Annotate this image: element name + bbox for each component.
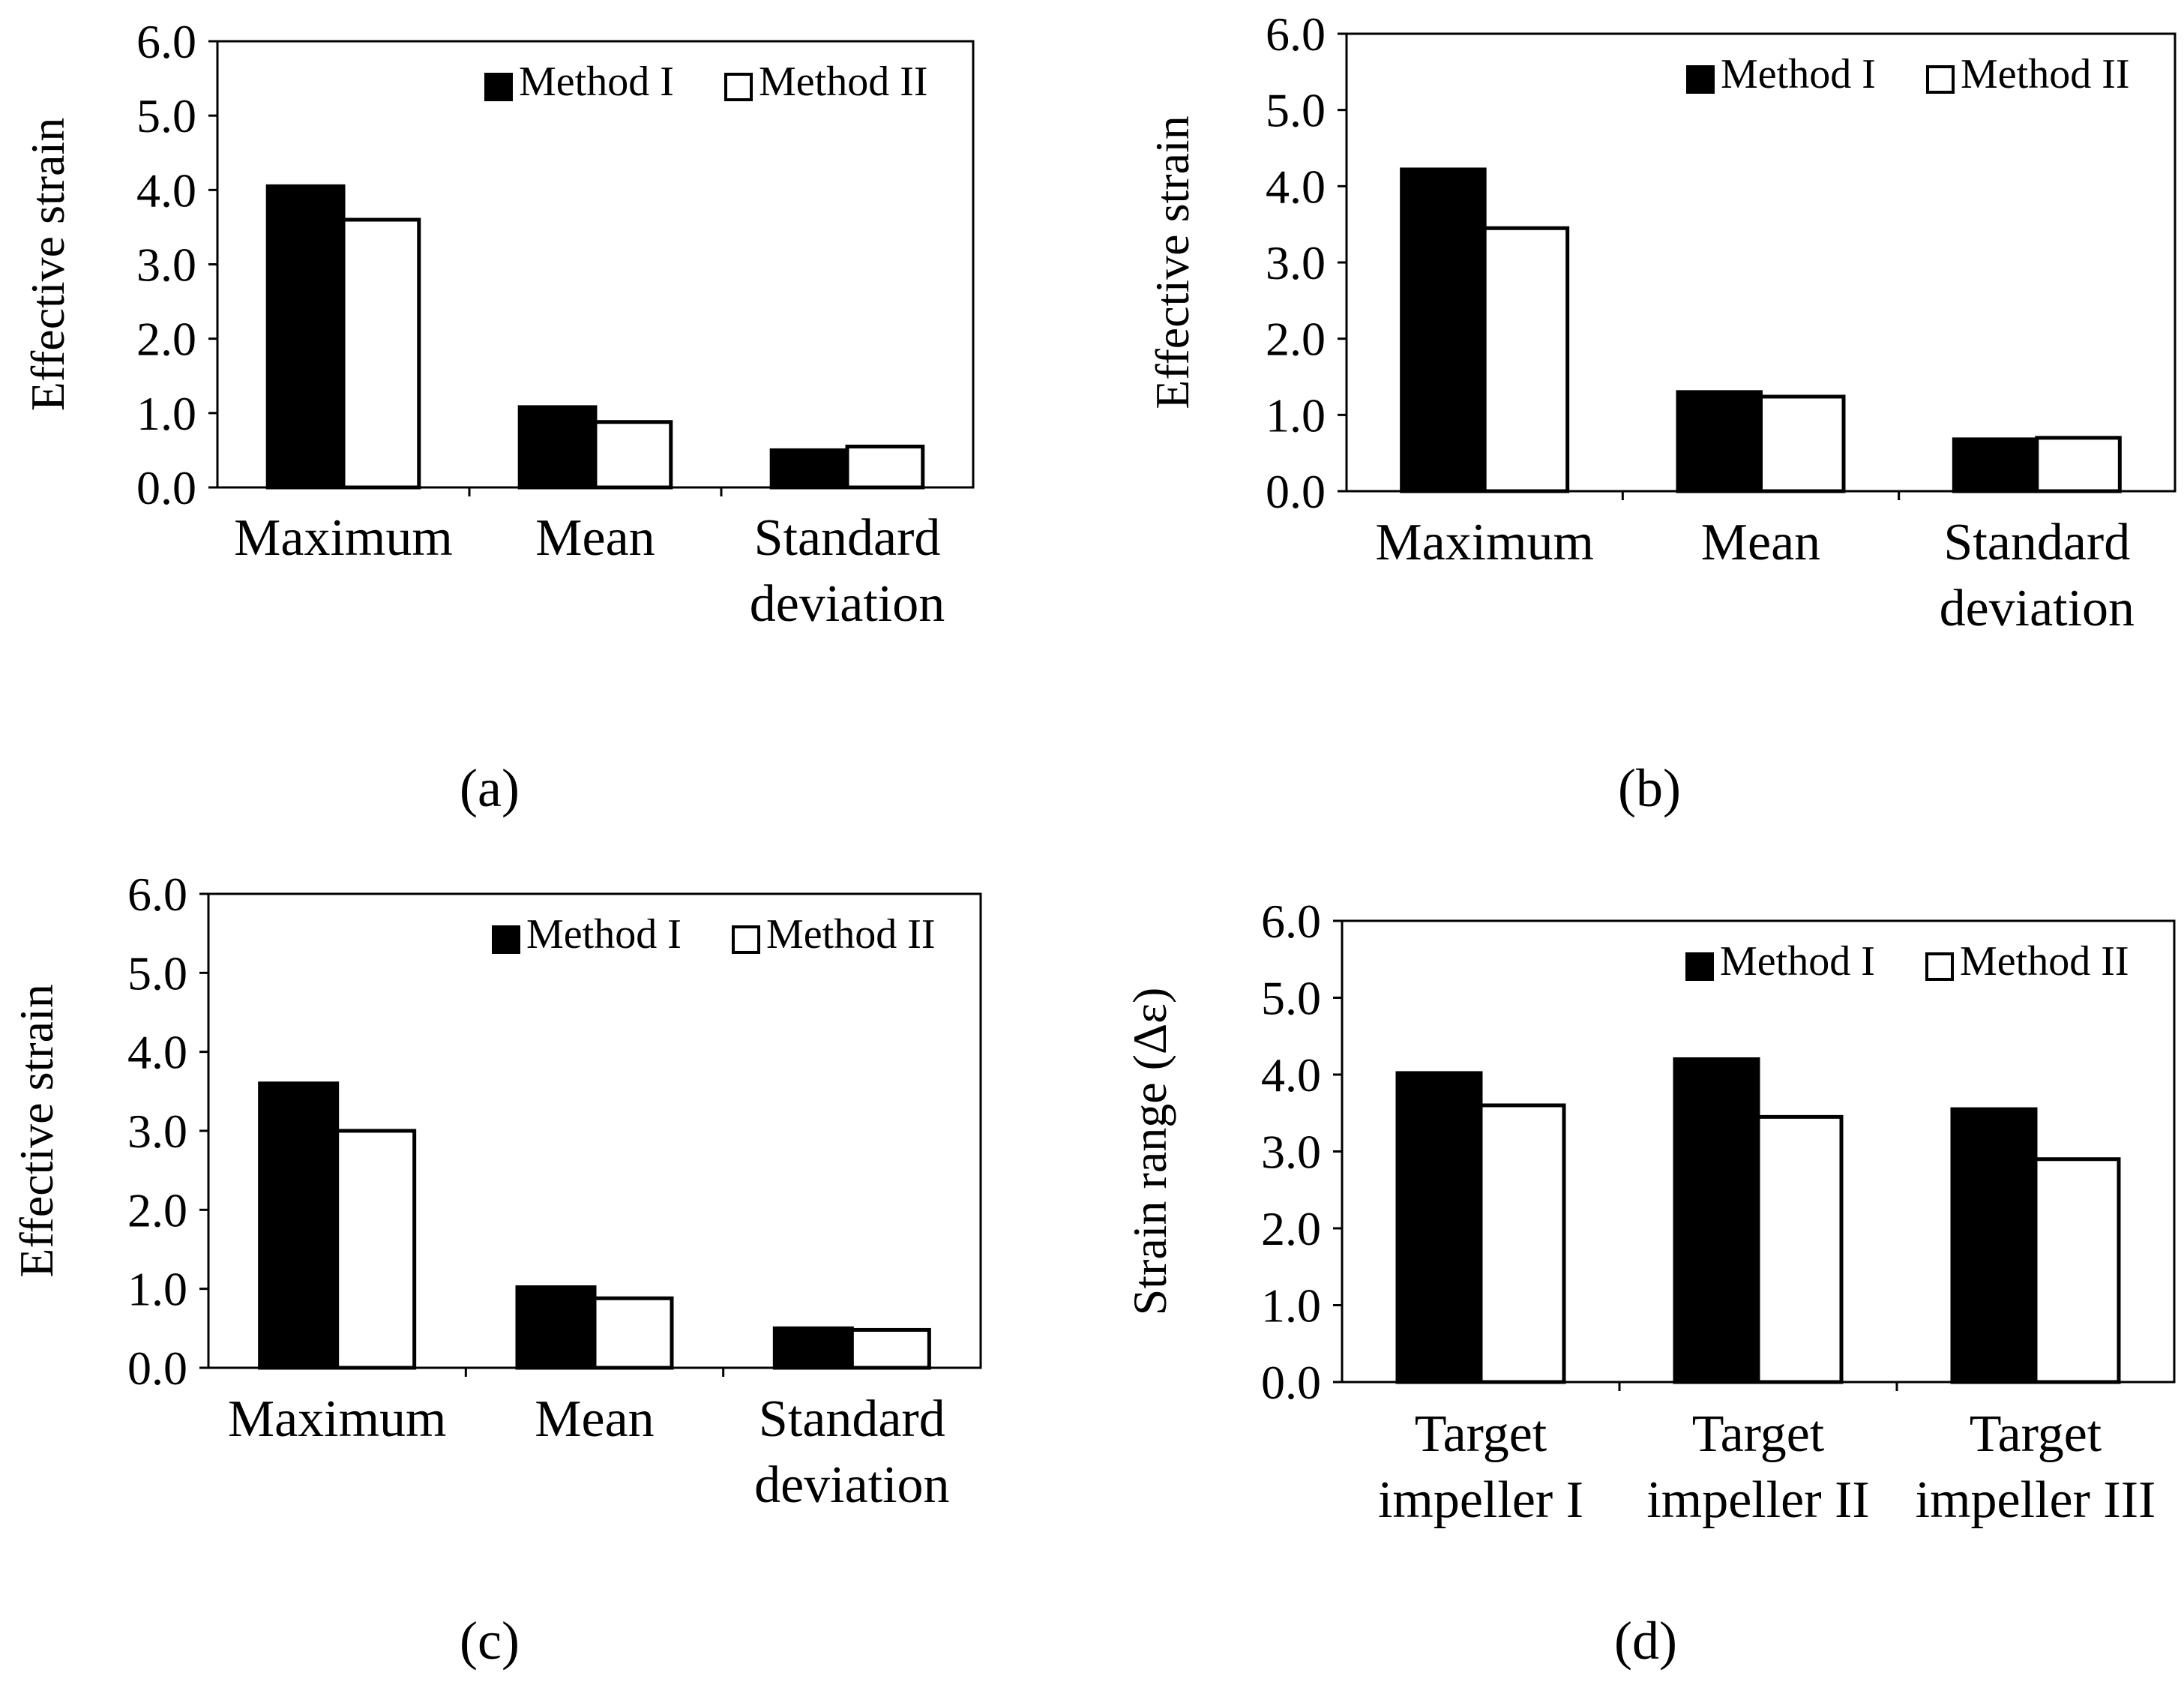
y-tick-label: 2.0 [1266,313,1326,366]
bar-method-ii [341,217,421,490]
bar-method-i [772,1326,854,1370]
legend-swatch-method-ii [1925,952,1954,981]
x-category-label: Maximum [234,509,453,567]
bar-method-ii [2035,436,2122,493]
bar-method-i [265,184,346,490]
legend-swatch-method-i [1685,952,1714,981]
bar-method-ii [1482,226,1570,493]
y-tick-label: 5.0 [1266,84,1326,137]
y-tick-label: 1.0 [136,387,196,440]
y-tick-label: 0.0 [1266,465,1326,518]
panel-label: (b) [1618,758,1681,818]
bar-method-i [1673,1057,1760,1384]
legend-label-method-i: Method I [519,58,674,105]
bar-method-i [769,448,849,490]
legend-label-method-i: Method I [1721,51,1876,97]
panel-label: (a) [460,758,520,818]
y-tick-label: 6.0 [136,15,196,68]
y-axis-title: Effective strain [10,984,63,1278]
chart-panel-d: 0.0 1.0 2.0 3.0 4.0 5.0 6.0 Target impeller I Tar… [1123,895,2176,1671]
y-axis-title: Strain range (Δε) [1123,988,1176,1316]
y-tick-label: 0.0 [1261,1356,1321,1409]
y-tick-label: 1.0 [1266,388,1326,442]
x-category-label: Mean [535,509,655,567]
y-tick-label: 3.0 [1266,236,1326,289]
x-category-label: Standard [754,509,941,567]
bar-method-i [258,1081,340,1370]
x-category-label: Mean [1701,514,1820,571]
bar-method-i [1676,390,1763,493]
chart-panel-b: 0.0 1.0 2.0 3.0 4.0 5.0 6.0 Maximum Mean Standard… [1146,7,2177,818]
y-tick-label: 1.0 [1261,1279,1321,1333]
y-tick-label: 2.0 [1261,1202,1321,1255]
bar-method-ii [592,1296,674,1370]
legend-swatch-method-ii [732,925,760,954]
bar-method-i [1950,1107,2038,1384]
y-tick-label: 4.0 [1261,1048,1321,1102]
y-tick-label: 5.0 [1261,972,1321,1025]
bar-method-i [1952,437,2039,493]
panel-label: (d) [1614,1611,1677,1671]
legend-swatch-method-i [484,73,513,101]
x-category-label: impeller III [1916,1471,2156,1529]
y-tick-label: 4.0 [1266,160,1326,213]
bar-method-ii [1478,1103,1566,1384]
y-tick-label: 6.0 [1266,7,1326,61]
bar-method-ii [849,1327,931,1370]
x-category-label: deviation [754,1456,949,1514]
legend-label-method-ii: Method II [759,58,928,105]
chart-panel-c: 0.0 1.0 2.0 3.0 4.0 5.0 6.0 Maximum Mean Standard… [10,868,982,1671]
x-category-label: Target [1692,1405,1825,1463]
x-category-label: Target [1415,1405,1547,1463]
bar-method-ii [1756,1114,1844,1384]
legend-swatch-method-ii [1926,65,1955,94]
bar-method-ii [593,420,673,490]
legend-swatch-method-i [1686,65,1715,94]
x-category-label: Maximum [228,1390,447,1448]
y-tick-label: 3.0 [1261,1126,1321,1179]
y-tick-label: 5.0 [136,89,196,142]
bar-method-ii [2033,1157,2121,1384]
y-tick-label: 3.0 [136,238,196,292]
legend-label-method-ii: Method II [1961,51,2130,97]
x-category-label: Maximum [1375,514,1594,571]
x-category-label: deviation [750,575,945,633]
x-category-label: Standard [1943,514,2130,571]
y-tick-label: 4.0 [127,1026,187,1079]
bar-method-i [1395,1071,1483,1384]
bar-method-ii [845,444,925,490]
x-category-label: Mean [535,1390,654,1448]
y-tick-label: 1.0 [127,1263,187,1316]
y-tick-label: 2.0 [136,313,196,366]
legend-swatch-method-i [492,925,520,954]
legend-label-method-i: Method I [526,911,682,958]
bar-method-ii [335,1129,417,1370]
y-axis-title: Effective strain [21,118,74,412]
y-tick-label: 5.0 [127,946,187,1000]
legend-label-method-ii: Method II [1960,938,2129,985]
bar-method-ii [1759,394,1846,493]
y-axis-title: Effective strain [1146,115,1199,409]
chart-panel-a: 0.0 1.0 2.0 3.0 4.0 5.0 6.0 Maximum Mean Standard… [21,15,975,818]
panel-label: (c) [460,1611,520,1671]
bar-method-i [1400,167,1487,493]
y-tick-label: 6.0 [127,868,187,921]
y-tick-label: 2.0 [127,1183,187,1237]
x-category-label: Standard [759,1390,945,1448]
x-category-label: impeller II [1646,1471,1869,1529]
x-category-label: Target [1970,1405,2102,1463]
y-tick-label: 3.0 [127,1105,187,1158]
x-category-label: deviation [1940,580,2135,637]
y-tick-label: 4.0 [136,163,196,217]
legend-label-method-i: Method I [1720,938,1875,985]
y-tick-label: 6.0 [1261,895,1321,948]
bar-method-i [515,1285,597,1370]
bar-method-i [517,405,598,490]
y-tick-label: 0.0 [136,461,196,514]
legend-swatch-method-ii [724,73,753,101]
legend-label-method-ii: Method II [766,911,936,958]
x-category-label: impeller I [1378,1471,1583,1529]
y-tick-label: 0.0 [127,1342,187,1395]
